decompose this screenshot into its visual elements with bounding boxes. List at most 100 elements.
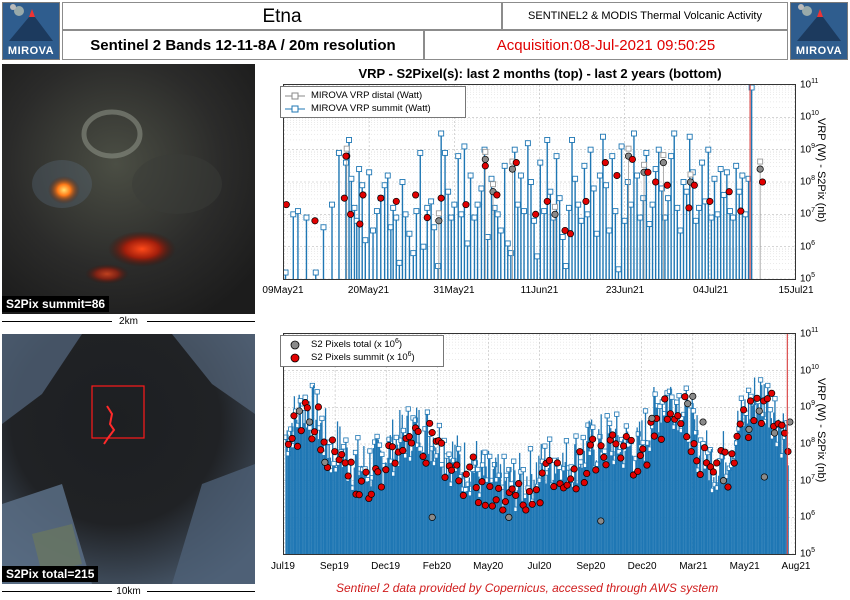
vrp-summit-marker (730, 214, 737, 221)
summit-pixels-point (308, 435, 316, 443)
summit-pixels-point (382, 466, 390, 474)
summit-pixels-point (580, 479, 588, 487)
summit-pixels-point (288, 434, 296, 442)
bottom-x-tick: Dec20 (627, 561, 657, 572)
summit-pixels-point (419, 452, 427, 460)
pixel-marker (760, 411, 766, 417)
pixel-marker (355, 435, 361, 441)
pixel-marker (446, 451, 452, 457)
vrp-distal-marker (482, 148, 489, 155)
summit-pixels-point (481, 162, 489, 170)
total-pixels-point (305, 418, 314, 426)
top-x-tick: 11Jun21 (520, 285, 559, 296)
summit-pixels-point (709, 468, 717, 476)
top-y-tick: 105 (800, 272, 816, 285)
summit-scale-bar: 2km (2, 316, 255, 328)
summit-pixels-point (563, 481, 571, 489)
vrp-summit-marker (680, 179, 687, 185)
summit-pixels-point (650, 432, 658, 440)
summit-pixels-point (561, 226, 569, 235)
red-circle-icon (285, 352, 305, 364)
summit-pixels-point (566, 230, 575, 238)
summit-pixels-point (525, 487, 533, 496)
vrp-summit-marker (451, 201, 458, 208)
pixel-marker (374, 433, 380, 440)
vrp-summit-marker (381, 182, 388, 189)
summit-pixels-point (636, 451, 644, 460)
vrp-summit-marker (471, 214, 478, 221)
summit-pixels-point (499, 506, 507, 514)
pixel-marker (340, 444, 347, 450)
top-y-tick: 109 (800, 142, 816, 155)
summit-pixels-point (737, 207, 745, 215)
vrp-summit-marker (494, 211, 501, 218)
gray-circle-icon (285, 339, 305, 351)
vrp-summit-marker (723, 169, 730, 176)
bottom-y-label: VRP (W) - S2Pix (nb) (815, 378, 827, 483)
summit-pixels-point (617, 454, 625, 462)
bottom-y-tick: 105 (800, 547, 816, 560)
pixel-marker (618, 436, 625, 443)
vrp-distal-marker (660, 152, 667, 159)
summit-pixels-point (728, 450, 736, 458)
summit-pixels-point (455, 477, 463, 485)
total-scale-label: 10km (116, 586, 141, 597)
vrp-summit-marker (649, 201, 656, 208)
vrp-summit-marker (455, 153, 462, 160)
summit-pixels-point (399, 446, 407, 455)
pixel-marker (386, 436, 392, 442)
pixel-marker (635, 431, 641, 437)
summit-pixels-point (388, 443, 396, 451)
vrp-summit-marker (362, 237, 369, 244)
total-pixels-point (435, 217, 443, 225)
pixel-marker (309, 382, 315, 389)
pixel-marker (719, 454, 725, 460)
summit-pixels-point (428, 429, 436, 437)
pixel-marker (424, 409, 431, 415)
pixel-marker (642, 408, 649, 414)
vrp-summit-marker (593, 230, 600, 237)
pixel-marker (506, 466, 512, 473)
summit-pixels-point (466, 463, 474, 471)
vrp-summit-marker (474, 201, 481, 208)
summit-pixels-point (706, 197, 714, 205)
vrp-summit-marker (410, 250, 417, 257)
pixel-marker (479, 462, 486, 468)
vrp-summit-marker (627, 201, 634, 208)
vrp-summit-marker (621, 217, 628, 224)
pixel-marker (417, 446, 423, 452)
summit-pixels-point (522, 506, 530, 514)
pixel-marker (319, 415, 325, 421)
volcano-name-box: Etna (62, 2, 502, 30)
summit-pixels-point (644, 168, 652, 176)
summit-pixels-point (601, 159, 609, 167)
vrp-summit-marker (556, 195, 563, 202)
total-pixels-point (597, 517, 605, 525)
vrp-summit-marker (399, 179, 406, 185)
vrp-summit-marker (646, 221, 653, 227)
pixel-marker (436, 422, 442, 429)
pixel-marker (772, 396, 778, 402)
legend-summit-pixels: S2 Pixels summit (x 106) (285, 351, 439, 364)
pixel-marker (520, 467, 526, 473)
vrp-summit-marker (370, 227, 376, 234)
vrp-summit-marker (312, 269, 319, 276)
vrp-distal-marker (490, 181, 496, 188)
summit-pixels-point (663, 415, 671, 423)
pixel-marker (343, 437, 349, 443)
vrp-summit-marker (624, 179, 631, 185)
summit-pixels-point (685, 204, 693, 212)
pixel-marker (690, 408, 697, 414)
summit-pixels-point (589, 435, 597, 443)
mirova-logo-right: MIROVA (790, 2, 848, 60)
top-x-tick: 15Jul21 (778, 285, 814, 296)
pixel-marker (693, 430, 699, 436)
vrp-summit-marker (618, 143, 625, 150)
system-name: SENTINEL2 & MODIS Thermal Volcanic Activ… (528, 10, 762, 22)
bottom-y-tick: 1011 (800, 327, 819, 340)
vrp-summit-marker (497, 227, 504, 234)
summit-pixels-point (448, 466, 456, 474)
vrp-summit-marker (581, 162, 588, 169)
summit-pixels-point (674, 412, 682, 420)
summit-pixels-point (486, 482, 494, 491)
